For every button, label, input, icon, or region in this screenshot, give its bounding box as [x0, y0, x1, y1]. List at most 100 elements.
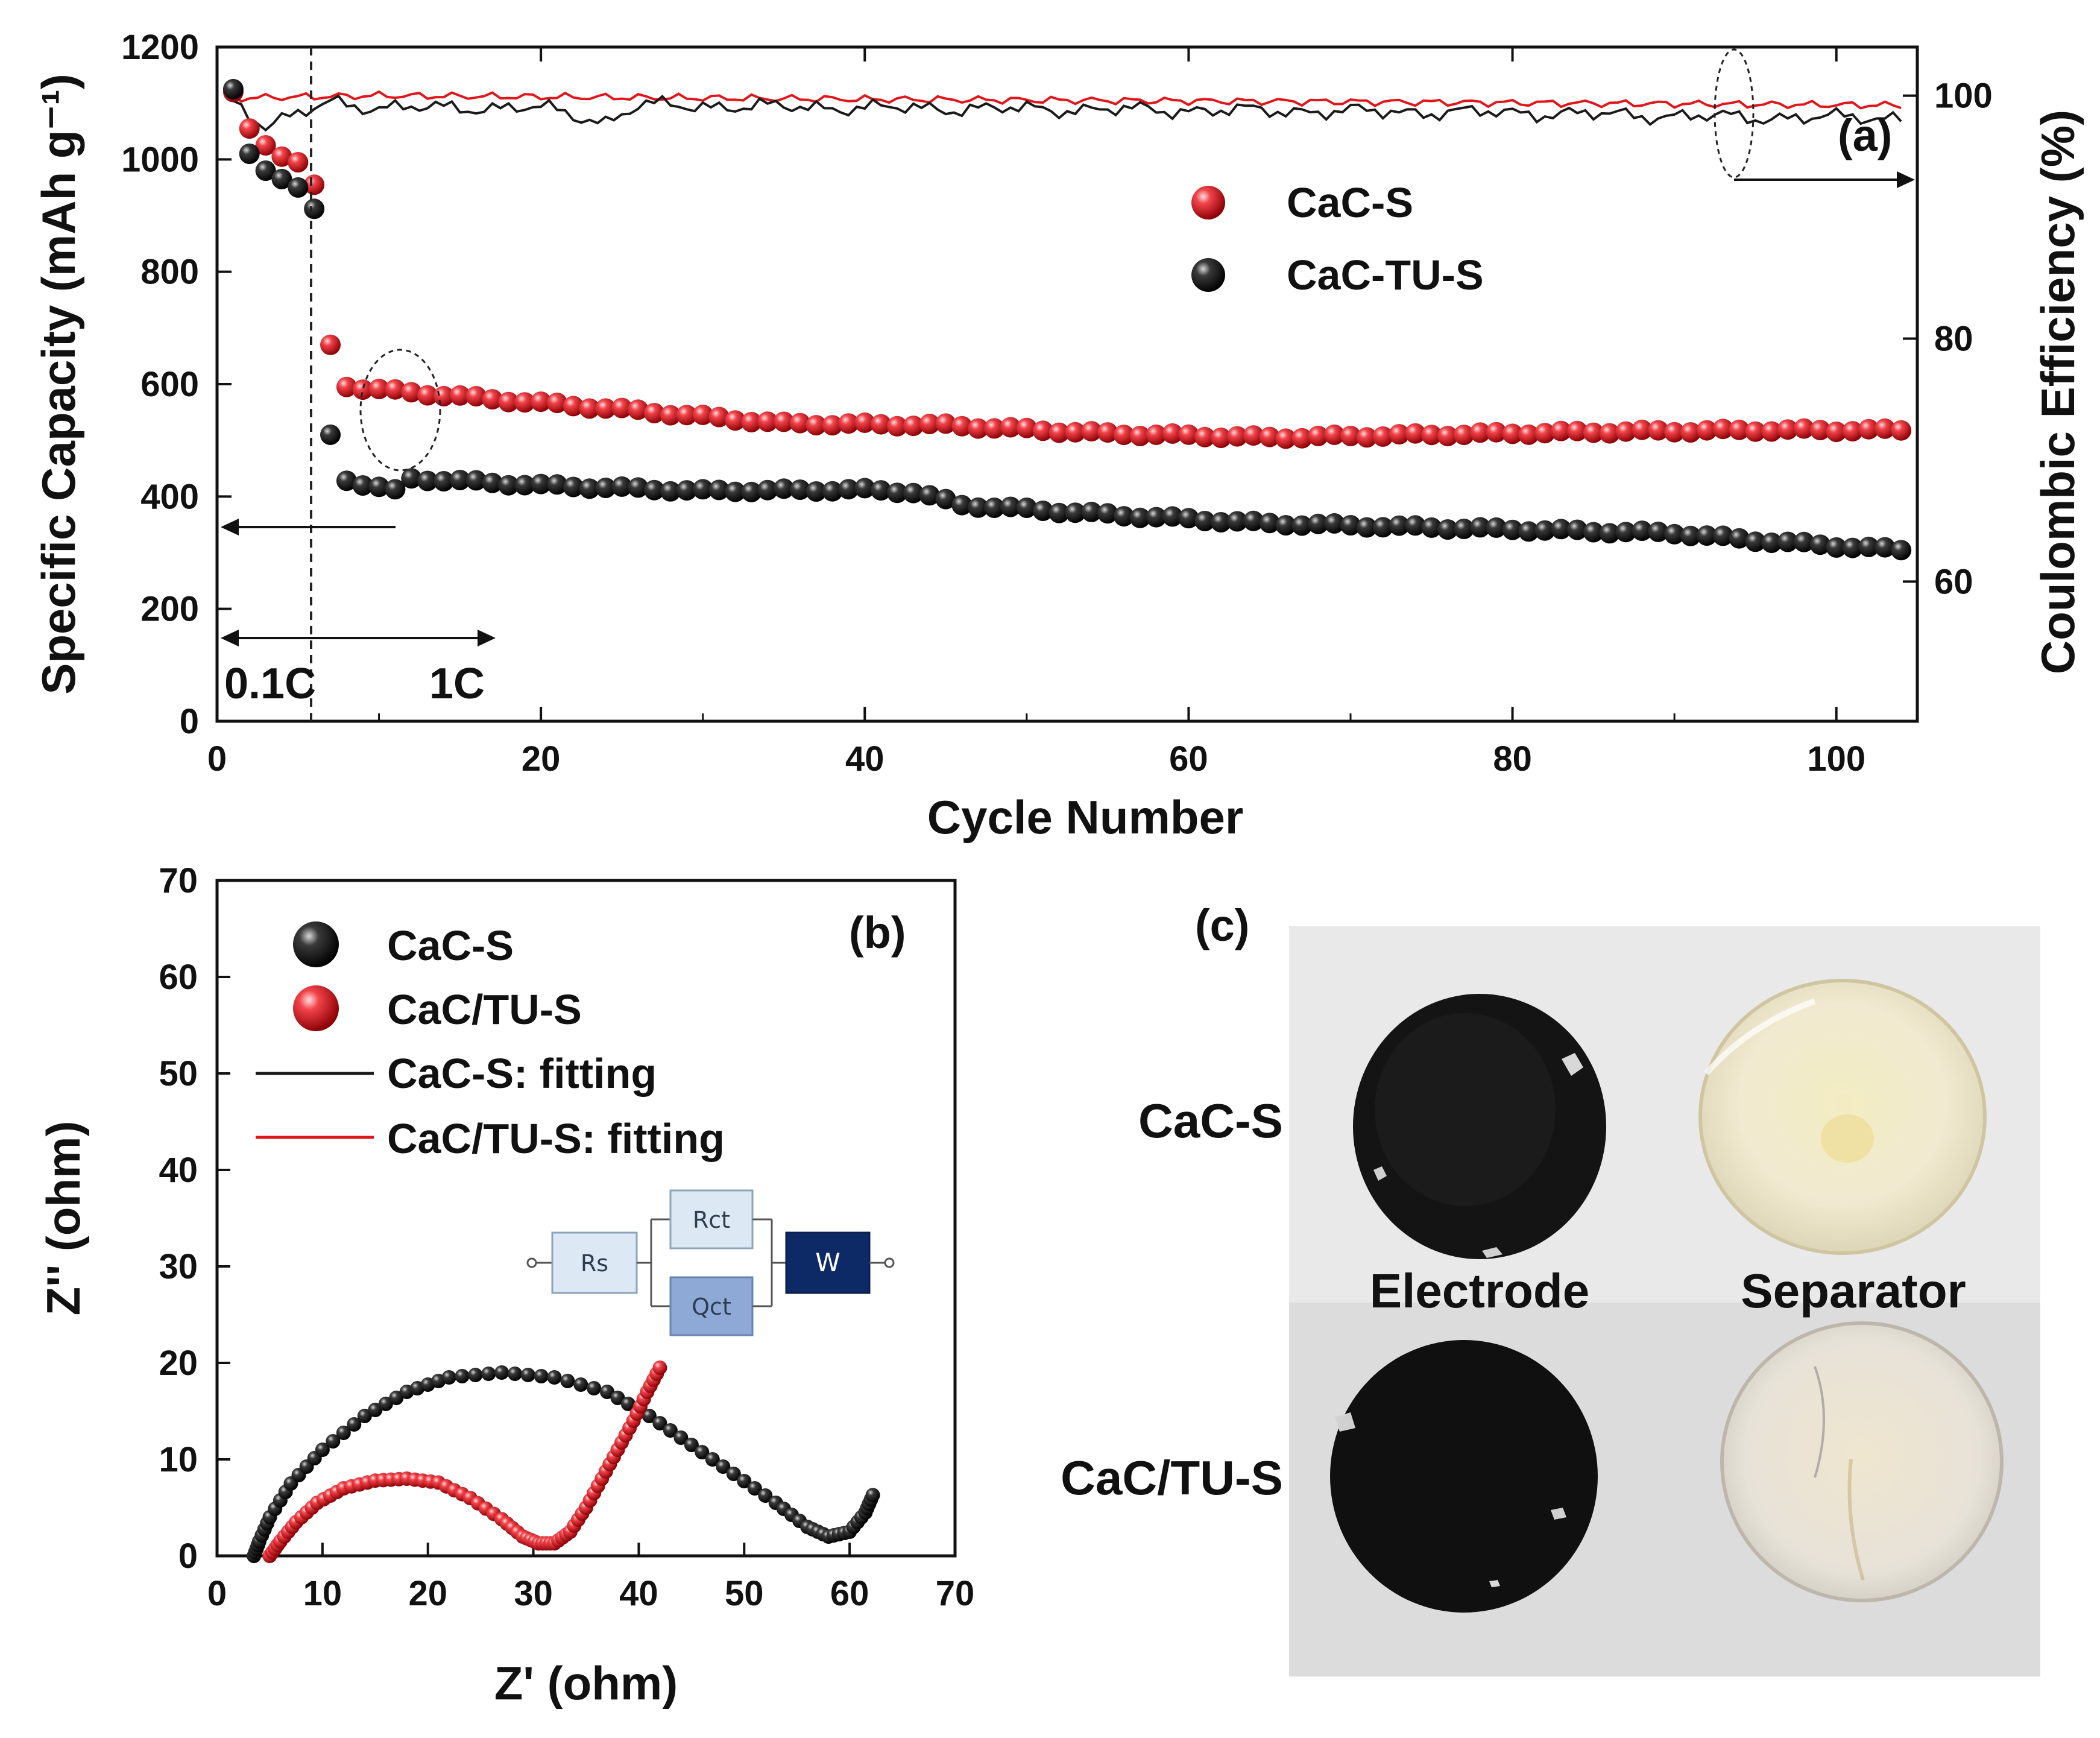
capacity-point-cac-s: [1405, 423, 1426, 444]
capacity-point-cac-s: [1502, 423, 1523, 444]
capacity-point-cac-s: [1114, 425, 1134, 446]
capacity-point-cac-tu-s: [579, 478, 600, 499]
capacity-point-cac-s: [1081, 421, 1102, 442]
impedance-point-cac-s: [695, 1445, 710, 1459]
capacity-point-cac-tu-s: [1211, 512, 1232, 532]
impedance-point-cac-s: [560, 1374, 575, 1388]
b-y-tick-label: 0: [178, 1537, 198, 1576]
capacity-point-cac-s: [1291, 428, 1313, 449]
column-label-electrode: Electrode: [1370, 1264, 1590, 1318]
capacity-point-cac-tu-s: [1146, 507, 1167, 528]
panel-a-tag: (a): [1838, 110, 1892, 160]
b-x-tick-label: 20: [408, 1574, 447, 1613]
capacity-point-cac-tu-s: [611, 476, 632, 497]
legend-swatch-cac-tu-s: [1191, 258, 1225, 292]
b-x-tick-label: 30: [514, 1574, 553, 1613]
impedance-point-cac-s: [520, 1368, 535, 1382]
capacity-point-cac-tu-s: [1000, 496, 1021, 517]
capacity-point-cac-s: [757, 411, 778, 432]
capacity-point-cac-tu-s: [1712, 525, 1733, 546]
capacity-point-cac-tu-s: [1664, 523, 1685, 545]
panel-a-legend: CaC-S CaC-TU-S: [1191, 179, 1484, 299]
impedance-point-cac-s: [441, 1370, 456, 1385]
circuit-rct: [669, 1189, 754, 1250]
a-y-tick-label: 200: [140, 590, 199, 629]
capacity-point-cac-s: [498, 391, 519, 412]
panel-a-frame: [215, 45, 1919, 723]
efficiency-line-cac-s: [232, 90, 1902, 110]
capacity-point-cac-s: [465, 386, 487, 406]
capacity-point-cac-s: [1729, 419, 1750, 440]
capacity-point-cac-tu-s: [385, 479, 406, 500]
b-x-tick-label: 50: [725, 1574, 764, 1613]
capacity-point-cac-s: [239, 118, 260, 139]
capacity-point-cac-s: [1680, 422, 1701, 443]
impedance-point-cac-tu-s: [652, 1360, 667, 1375]
capacity-point-cac-s: [271, 146, 292, 167]
impedance-point-cac-s: [315, 1443, 330, 1457]
capacity-point-cac-tu-s: [838, 479, 859, 500]
capacity-point-cac-s: [434, 385, 454, 406]
capacity-point-cac-s: [1712, 419, 1733, 440]
capacity-point-cac-tu-s: [1421, 517, 1442, 538]
capacity-point-cac-tu-s: [514, 475, 535, 496]
capacity-point-cac-tu-s: [1551, 519, 1572, 540]
capacity-point-cac-tu-s: [1567, 519, 1588, 540]
a-y-tick-label: 400: [140, 477, 199, 516]
capacity-point-cac-tu-s: [1615, 522, 1636, 543]
panel-b-frame: [215, 879, 957, 1558]
capacity-point-cac-s: [1534, 423, 1556, 444]
capacity-point-cac-s: [1275, 428, 1296, 449]
capacity-point-cac-s: [838, 413, 859, 434]
capacity-point-cac-tu-s: [595, 478, 616, 498]
capacity-point-cac-s: [871, 414, 892, 435]
capacity-point-cac-tu-s: [1275, 515, 1296, 536]
impedance-point-cac-s: [726, 1467, 741, 1481]
capacity-point-cac-tu-s: [903, 482, 924, 504]
capacity-point-cac-s: [628, 399, 649, 420]
capacity-point-cac-s: [1146, 424, 1167, 445]
capacity-point-cac-tu-s: [806, 481, 827, 502]
impedance-point-cac-s: [705, 1452, 720, 1467]
capacity-point-cac-tu-s: [887, 482, 907, 504]
panel-a-x-ticks: 0 20 40 60 80 100: [207, 47, 1865, 779]
capacity-point-cac-s: [1389, 424, 1410, 445]
capacity-point-cac-s: [449, 385, 470, 406]
impedance-point-cac-s: [326, 1434, 341, 1449]
capacity-point-cac-s: [1340, 425, 1361, 446]
capacity-point-cac-s: [1469, 422, 1490, 443]
legend-swatch-b-cac-s: [293, 921, 339, 967]
separator-cac-tu-s: [1720, 1321, 2004, 1602]
capacity-point-cac-s: [1745, 421, 1766, 442]
capacity-point-cac-tu-s: [757, 479, 778, 501]
a-x-tick-label: 100: [1807, 739, 1865, 779]
capacity-point-cac-tu-s: [563, 476, 584, 498]
capacity-point-cac-s: [692, 404, 713, 425]
impedance-point-cac-s: [336, 1426, 351, 1440]
capacity-point-cac-s: [1518, 424, 1539, 445]
capacity-point-cac-tu-s: [1599, 523, 1620, 544]
panel-a-y-title: Specific Capacity (mAh g⁻¹): [32, 74, 85, 694]
panel-b-fit-lines: [252, 1367, 874, 1557]
capacity-point-cac-tu-s: [1745, 531, 1766, 552]
circuit-w: [785, 1231, 871, 1294]
impedance-point-cac-s: [716, 1459, 731, 1474]
capacity-point-cac-tu-s: [1162, 506, 1183, 527]
circuit-qct: [669, 1276, 754, 1336]
capacity-point-cac-tu-s: [1809, 534, 1830, 555]
capacity-point-cac-s: [951, 416, 973, 437]
capacity-point-cac-s: [1454, 425, 1474, 446]
capacity-point-cac-s: [1632, 419, 1653, 440]
capacity-point-cac-s: [903, 416, 924, 437]
legend-label-cac-tu-s: CaC-TU-S: [1287, 251, 1484, 299]
a-x-tick-label: 0: [207, 739, 227, 779]
capacity-point-cac-s: [968, 418, 989, 439]
capacity-point-cac-s: [368, 379, 389, 399]
capacity-point-cac-s: [531, 391, 552, 412]
circuit-qct-label: Qct: [692, 1294, 731, 1320]
capacity-point-cac-tu-s: [1696, 525, 1717, 546]
panel-b-points: [247, 1360, 880, 1563]
capacity-point-cac-s: [255, 135, 276, 156]
impedance-point-cac-s: [673, 1430, 689, 1445]
capacity-point-cac-s: [1599, 423, 1620, 444]
